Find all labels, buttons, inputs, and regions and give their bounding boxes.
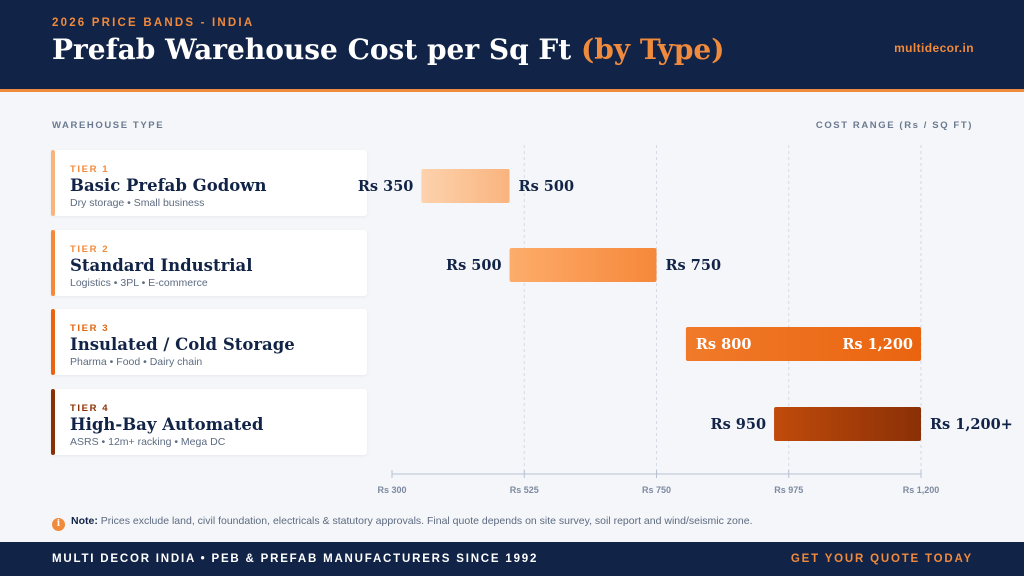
info-icon: i [52,518,65,531]
range-high-label: Rs 1,200+ [930,416,1013,433]
tier-name: Insulated / Cold Storage [70,335,295,354]
title-accent: (by Type) [580,33,725,66]
tier-accent-bar [51,389,55,455]
page-title: Prefab Warehouse Cost per Sq Ft (by Type… [52,33,725,66]
column-label-cost: COST RANGE (Rs / SQ FT) [815,120,973,131]
range-bar [509,248,657,282]
tier-description: Dry storage • Small business [70,197,205,209]
range-high-label: Rs 500 [519,178,575,195]
footer-bar: MULTI DECOR INDIA • PEB & PREFAB MANUFAC… [0,542,1024,576]
range-low-label: Rs 950 [711,416,767,433]
tier-card-2: TIER 2 Standard Industrial Logistics • 3… [51,230,367,296]
range-high-label: Rs 1,200 [842,336,913,353]
eyebrow-text: 2026 PRICE BANDS - INDIA [52,17,255,29]
x-tick-label: Rs 975 [774,485,803,495]
grid-lines [523,145,922,474]
tier-label: TIER 2 [70,244,110,255]
tier-description: ASRS • 12m+ racking • Mega DC [70,436,226,448]
range-low-label: Rs 350 [358,178,414,195]
range-low-label: Rs 500 [446,257,502,274]
tier-accent-bar [51,309,55,375]
site-link[interactable]: multidecor.in [894,41,974,55]
header-banner: 2026 PRICE BANDS - INDIA Prefab Warehous… [0,0,1024,92]
x-tick-label: Rs 750 [642,485,671,495]
tier-name: Standard Industrial [70,256,253,275]
tier-label: TIER 1 [70,164,110,175]
range-bar [774,407,921,441]
x-tick-label: Rs 525 [510,485,539,495]
tier-label: TIER 4 [70,403,110,414]
title-main: Prefab Warehouse Cost per Sq Ft [52,33,572,66]
footnote: i Note: Prices exclude land, civil founda… [52,515,753,531]
tier-label: TIER 3 [70,323,110,334]
tier-description: Pharma • Food • Dairy chain [70,356,203,368]
tier-card-3: TIER 3 Insulated / Cold Storage Pharma •… [51,309,367,375]
tier-accent-bar [51,150,55,216]
x-tick-label: Rs 1,200 [903,485,940,495]
range-bars: Rs 350 Rs 500 Rs 500 Rs 750 Rs 800 Rs 1,200 Rs… [358,169,1013,441]
note-label: Note: [71,515,98,527]
range-bar [685,327,921,361]
tier-name: Basic Prefab Godown [70,176,267,195]
x-axis: Rs 300 Rs 525 Rs 750 Rs 975 Rs 1,200 [377,470,939,495]
tier-name: High-Bay Automated [70,415,264,434]
tier-card-1: TIER 1 Basic Prefab Godown Dry storage •… [51,150,367,216]
range-high-label: Rs 750 [666,257,722,274]
column-label-type: WAREHOUSE TYPE [52,120,165,131]
tier-accent-bar [51,230,55,296]
note-text: Prices exclude land, civil foundation, e… [100,515,753,527]
range-bar [421,169,510,203]
tier-description: Logistics • 3PL • E-commerce [70,277,208,289]
quote-cta-link[interactable]: GET YOUR QUOTE TODAY [790,553,973,565]
footer-company: MULTI DECOR INDIA • PEB & PREFAB MANUFAC… [52,553,539,565]
range-low-label: Rs 800 [696,336,752,353]
x-tick-label: Rs 300 [377,485,406,495]
tier-card-4: TIER 4 High-Bay Automated ASRS • 12m+ ra… [51,389,367,455]
